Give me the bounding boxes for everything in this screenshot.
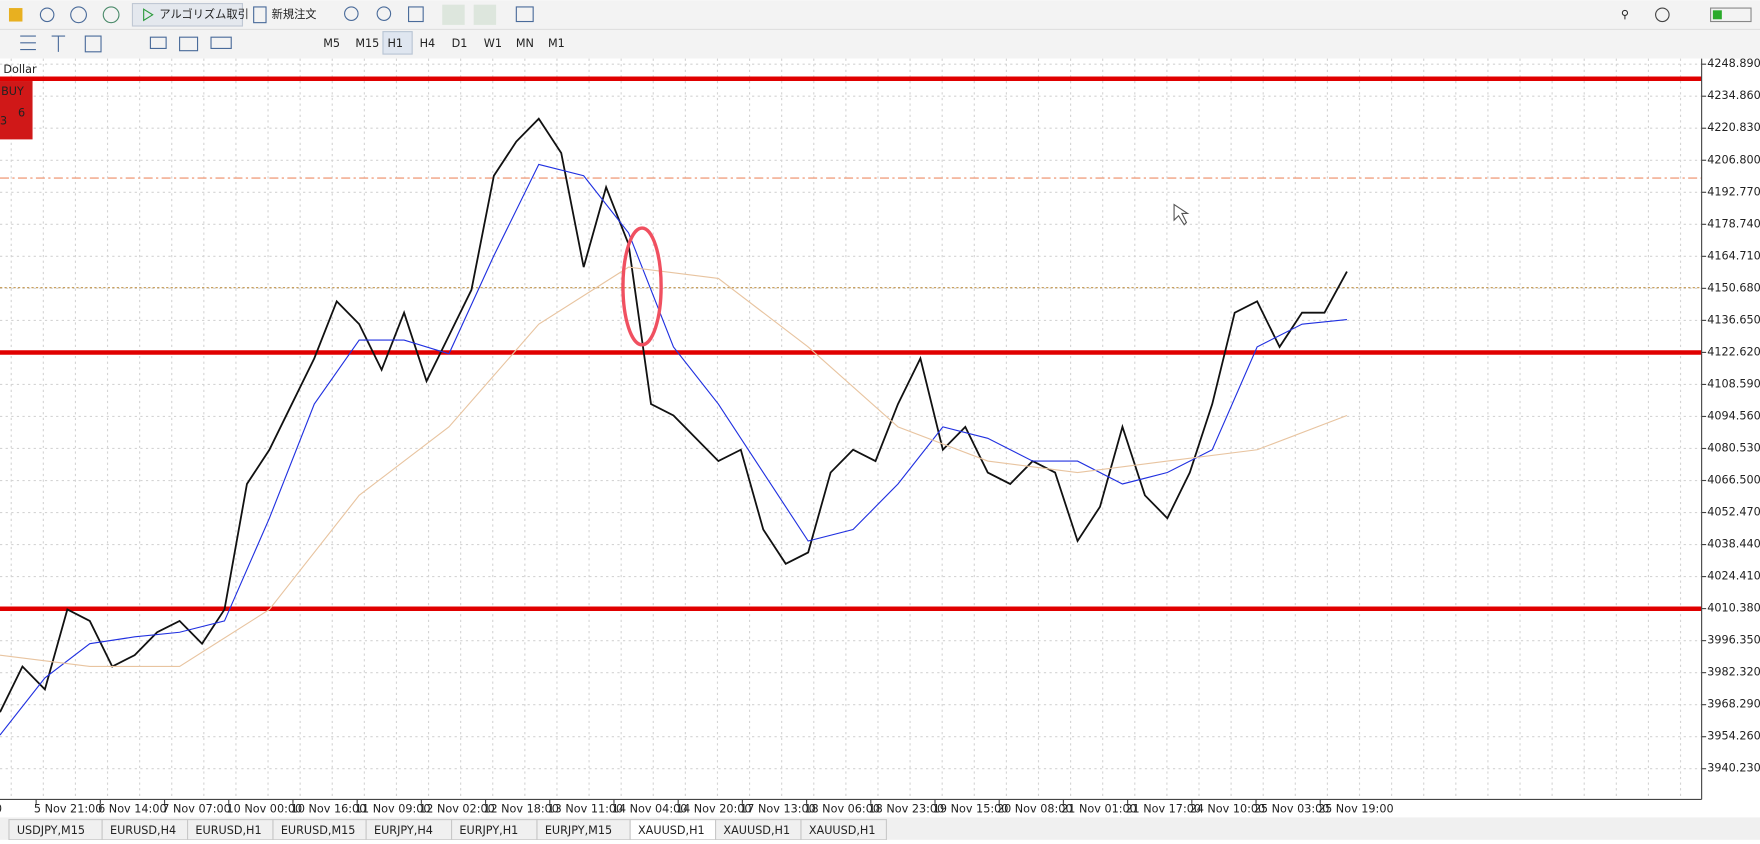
y-tick-label: 3968.290 bbox=[1707, 698, 1760, 711]
tile-icon[interactable] bbox=[408, 6, 424, 23]
x-tick-label: 25 Nov 03:00 bbox=[1254, 802, 1330, 815]
buy-panel[interactable] bbox=[0, 81, 33, 140]
x-tick-label: 21 Nov 01:00 bbox=[1061, 802, 1137, 815]
y-tick-label: 4094.560 bbox=[1707, 409, 1760, 422]
x-tick-label: 05:00 bbox=[0, 802, 2, 815]
x-tick-label: 11 Nov 09:00 bbox=[355, 802, 431, 815]
tab-label[interactable]: EURUSD,M15 bbox=[281, 824, 356, 837]
new-order-icon[interactable] bbox=[253, 6, 267, 24]
zoom-in[interactable] bbox=[344, 6, 359, 21]
timeframe-button[interactable]: M5 bbox=[323, 37, 340, 50]
x-tick-label: 13 Nov 11:00 bbox=[548, 802, 624, 815]
x-tick-label: 12 Nov 02:00 bbox=[419, 802, 495, 815]
timeframe-button[interactable]: H4 bbox=[420, 37, 436, 50]
y-tick-label: 4206.800 bbox=[1707, 153, 1760, 166]
buy-price-big: 3 bbox=[0, 114, 7, 127]
y-tick-label: 4248.890 bbox=[1707, 57, 1760, 70]
y-tick-label: 4150.680 bbox=[1707, 281, 1760, 294]
tab-label[interactable]: EURJPY,H1 bbox=[459, 824, 518, 837]
x-tick-label: 19 Nov 15:00 bbox=[933, 802, 1009, 815]
search-icon[interactable]: ⚲ bbox=[1621, 8, 1629, 21]
y-tick-label: 3996.350 bbox=[1707, 634, 1760, 647]
x-tick-label: 6 Nov 14:00 bbox=[98, 802, 167, 815]
price-line bbox=[0, 163, 1347, 736]
account-icon[interactable] bbox=[1655, 7, 1670, 23]
battery-level bbox=[1712, 10, 1722, 20]
tab-label[interactable]: XAUUSD,H1 bbox=[723, 824, 790, 837]
x-tick-label: 25 Nov 19:00 bbox=[1318, 802, 1394, 815]
play-icon bbox=[143, 8, 154, 22]
y-tick-label: 4052.470 bbox=[1707, 506, 1760, 519]
x-tick-label: 5 Nov 21:00 bbox=[34, 802, 103, 815]
tab-label[interactable]: EURJPY,H4 bbox=[374, 824, 433, 837]
tabs: USDJPY,M15 EURUSD,H4 EURUSD,H1 EURUSD,M15 EU… bbox=[8, 819, 887, 841]
buy-price-small: 6 bbox=[18, 107, 25, 120]
y-tick-label: 4066.500 bbox=[1707, 474, 1760, 487]
x-tick-label: 7 Nov 07:00 bbox=[162, 802, 231, 815]
x-tick-label: 14 Nov 04:00 bbox=[612, 802, 688, 815]
x-tick-label: 24 Nov 10:00 bbox=[1190, 802, 1266, 815]
y-tick-label: 4024.410 bbox=[1707, 570, 1760, 583]
tab-label[interactable]: EURUSD,H4 bbox=[110, 824, 176, 837]
timeframe-button[interactable]: M15 bbox=[355, 37, 379, 50]
x-tick-label: 18 Nov 23:00 bbox=[869, 802, 945, 815]
timeframe-button[interactable]: MN bbox=[516, 37, 534, 50]
price-line bbox=[0, 117, 1348, 713]
x-tick-label: 10 Nov 16:00 bbox=[291, 802, 367, 815]
plot-bg bbox=[0, 58, 1702, 800]
new-order-label[interactable]: 新規注文 bbox=[272, 7, 317, 21]
tab-label[interactable]: EURJPY,M15 bbox=[545, 824, 612, 837]
screenshot-icon[interactable] bbox=[515, 6, 534, 23]
x-tick-label: 12 Nov 18:00 bbox=[483, 802, 559, 815]
autoscroll-icon[interactable] bbox=[442, 4, 465, 25]
signal-icon[interactable] bbox=[39, 7, 55, 23]
timeframe-button[interactable]: M1 bbox=[548, 37, 565, 50]
tab-label[interactable]: XAUUSD,H1 bbox=[809, 824, 876, 837]
y-tick-label: 4220.830 bbox=[1707, 121, 1760, 134]
y-tick-label: 4234.860 bbox=[1707, 89, 1760, 102]
timeframe-button[interactable]: W1 bbox=[484, 37, 502, 50]
y-tick-label: 3940.230 bbox=[1707, 762, 1760, 775]
market-icon[interactable] bbox=[102, 6, 120, 24]
annotation-circle bbox=[621, 226, 663, 347]
y-tick-label: 4080.530 bbox=[1707, 441, 1760, 454]
x-tick-label: 21 Nov 17:00 bbox=[1125, 802, 1201, 815]
y-tick-label: 4178.740 bbox=[1707, 217, 1760, 230]
x-tick-label: 10 Nov 00:00 bbox=[227, 802, 303, 815]
y-tick-label: 4038.440 bbox=[1707, 538, 1760, 551]
y-tick-label: 3954.260 bbox=[1707, 730, 1760, 743]
lock-icon[interactable] bbox=[8, 8, 23, 22]
y-tick-label: 4108.590 bbox=[1707, 377, 1760, 390]
x-tick-label: 20 Nov 08:00 bbox=[997, 802, 1073, 815]
y-tick-label: 4010.380 bbox=[1707, 602, 1760, 615]
mouse-cursor bbox=[1173, 203, 1190, 226]
price-line bbox=[0, 266, 1348, 668]
chart-area: 4248.890 4234.860 4220.830 4206.800 4192.770… bbox=[0, 57, 1760, 815]
tab-label[interactable]: EURUSD,H1 bbox=[195, 824, 261, 837]
timeframe-bar: M5 M15 H1 H4 D1 W1 MN M1 bbox=[323, 31, 565, 55]
x-tick-label: 18 Nov 06:00 bbox=[804, 802, 880, 815]
drawing-tools[interactable] bbox=[20, 35, 232, 53]
y-tick-label: 4136.650 bbox=[1707, 313, 1760, 326]
battery-icon bbox=[1710, 7, 1752, 23]
algo-button[interactable] bbox=[131, 3, 244, 27]
tab-label[interactable]: XAUUSD,H1 bbox=[638, 824, 705, 837]
symbol-label: Dollar bbox=[3, 63, 37, 76]
timeframe-button[interactable]: H1 bbox=[387, 37, 403, 50]
x-tick-label: 17 Nov 13:00 bbox=[740, 802, 816, 815]
timeframe-active bbox=[382, 31, 413, 55]
shift-icon[interactable] bbox=[473, 4, 497, 25]
timeframe-button[interactable]: D1 bbox=[452, 37, 468, 50]
zoom-out[interactable] bbox=[376, 6, 392, 21]
cloud-icon[interactable] bbox=[70, 6, 87, 24]
buy-label: BUY bbox=[1, 85, 24, 98]
y-tick-label: 4122.620 bbox=[1707, 345, 1760, 358]
y-tick-label: 4192.770 bbox=[1707, 185, 1760, 198]
tab-label[interactable]: USDJPY,M15 bbox=[17, 824, 85, 837]
y-tick-label: 4164.710 bbox=[1707, 249, 1760, 262]
x-tick-label: 14 Nov 20:00 bbox=[676, 802, 752, 815]
y-tick-label: 3982.320 bbox=[1707, 666, 1760, 679]
algo-label: アルゴリズム取引 bbox=[159, 7, 248, 21]
